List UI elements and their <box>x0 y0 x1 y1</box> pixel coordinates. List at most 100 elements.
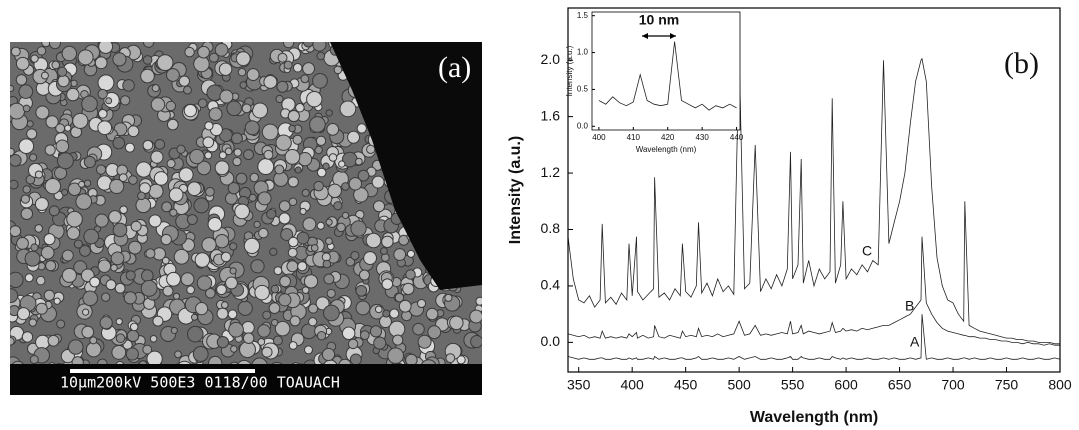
grain <box>35 275 46 286</box>
grain <box>382 309 391 318</box>
grain <box>326 122 340 136</box>
grain <box>152 315 164 327</box>
x-tick-label: 800 <box>1048 377 1072 393</box>
grain <box>249 172 260 183</box>
grain <box>398 299 412 313</box>
y-tick-label: 1.5 <box>577 11 589 20</box>
y-tick-label: 2.0 <box>541 51 561 67</box>
grain <box>417 334 432 349</box>
grain <box>302 62 316 76</box>
grain <box>72 112 89 129</box>
grain <box>10 153 22 167</box>
grain <box>44 144 56 156</box>
grain <box>224 192 238 205</box>
grain <box>125 347 139 361</box>
grain <box>279 275 292 288</box>
grain <box>34 224 44 233</box>
grain <box>373 336 387 350</box>
grain <box>137 191 146 201</box>
grain <box>10 46 21 57</box>
grain <box>348 177 363 191</box>
grain <box>29 153 38 162</box>
y-tick-label: 0.8 <box>541 220 561 236</box>
grain <box>363 251 377 265</box>
x-tick-label: 600 <box>834 377 858 393</box>
grain <box>183 85 192 95</box>
grain <box>402 282 415 296</box>
grain <box>225 276 238 290</box>
grain <box>237 67 247 77</box>
grain <box>30 54 39 63</box>
grain <box>97 88 108 100</box>
grain <box>66 87 80 102</box>
grain <box>57 66 68 77</box>
panel-label: (a) <box>438 51 471 84</box>
grain <box>325 237 333 246</box>
grain <box>242 332 255 344</box>
grain <box>10 179 19 190</box>
grain <box>269 247 278 256</box>
grain <box>336 222 346 233</box>
grain <box>220 301 229 309</box>
grain <box>160 233 172 246</box>
grain <box>257 338 266 346</box>
grain <box>257 158 275 175</box>
grain <box>122 79 135 92</box>
grain <box>204 151 213 160</box>
grain <box>302 217 317 232</box>
grain <box>341 326 356 340</box>
grain <box>412 322 425 336</box>
x-tick-label: 750 <box>995 377 1019 393</box>
grain <box>316 51 326 61</box>
grain <box>101 292 111 302</box>
grain <box>323 273 335 285</box>
grain <box>61 45 78 62</box>
grain <box>381 235 394 249</box>
grain <box>21 331 34 343</box>
grain <box>189 148 205 165</box>
grain <box>28 318 37 327</box>
grain <box>449 315 464 331</box>
grain <box>61 267 77 283</box>
grain <box>208 52 219 63</box>
grain <box>57 74 70 88</box>
grain <box>333 65 343 75</box>
grain <box>55 123 66 134</box>
grain <box>10 337 15 346</box>
grain <box>374 305 383 314</box>
grain <box>187 181 202 197</box>
grain <box>150 97 166 112</box>
grain <box>173 248 190 265</box>
grain <box>292 134 303 145</box>
inset-background <box>592 12 740 130</box>
grain <box>180 272 195 287</box>
grain <box>115 333 126 344</box>
grain <box>202 136 215 149</box>
grain <box>29 354 39 365</box>
grain <box>278 212 291 225</box>
y-tick-label: 0.0 <box>577 121 589 130</box>
grain <box>470 335 482 349</box>
grain <box>356 123 367 134</box>
grain <box>51 60 61 70</box>
grain <box>288 236 299 248</box>
grain <box>322 259 332 269</box>
grain <box>456 355 466 365</box>
grain <box>140 68 155 84</box>
grain <box>75 193 93 210</box>
grain <box>289 315 301 327</box>
plot <box>598 41 737 111</box>
grain <box>109 178 125 195</box>
grain <box>276 80 289 93</box>
grain <box>244 120 260 136</box>
grain <box>323 304 340 322</box>
grain <box>161 201 173 213</box>
grain <box>406 249 416 258</box>
x-tick-label: 400 <box>620 377 644 393</box>
grain <box>251 102 269 119</box>
y-tick-label: 1.6 <box>541 107 561 123</box>
grain <box>85 341 102 358</box>
grain <box>303 345 313 355</box>
grain <box>56 152 74 170</box>
